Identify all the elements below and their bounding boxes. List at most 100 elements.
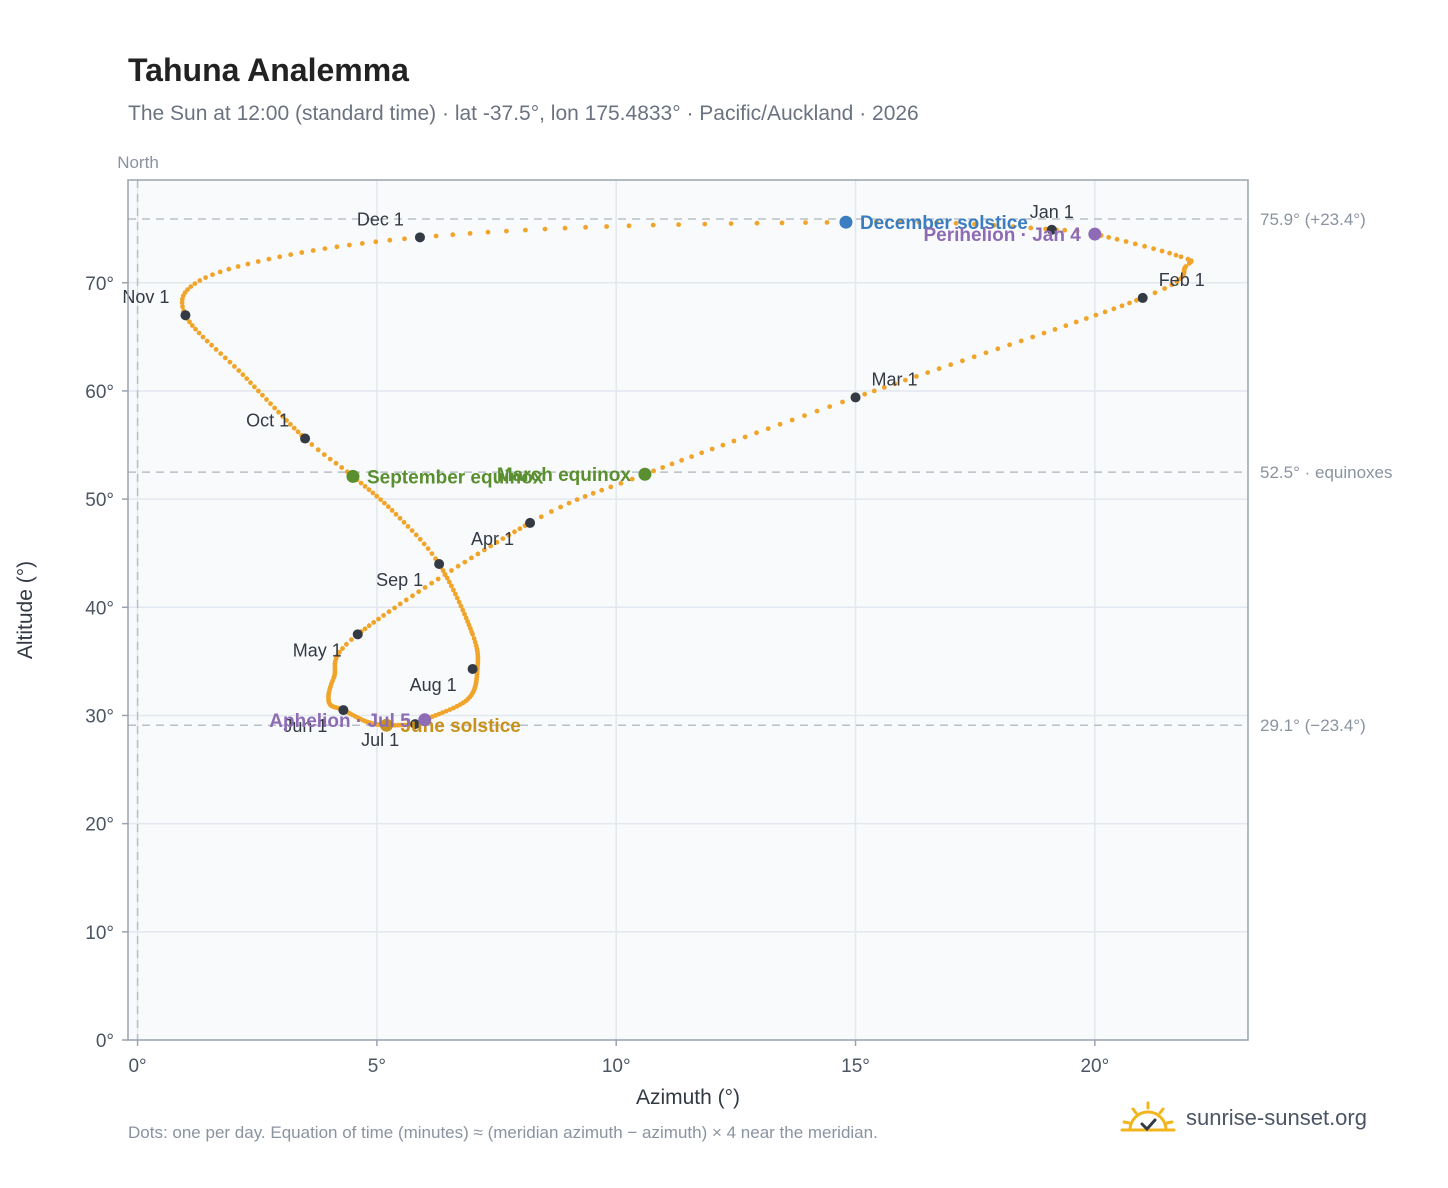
day-dot	[892, 381, 898, 387]
day-dot	[720, 442, 726, 448]
day-dot	[1178, 254, 1184, 260]
day-dot	[256, 388, 261, 394]
day-dot	[401, 519, 407, 525]
day-dot	[765, 426, 771, 431]
day-dot	[374, 493, 380, 499]
day-dot	[417, 536, 423, 542]
day-dot	[387, 237, 393, 243]
day-dot	[226, 266, 232, 272]
day-dot	[1007, 342, 1012, 348]
month-label: Sep 1	[376, 570, 423, 590]
month-label: Oct 1	[246, 411, 289, 431]
day-dot	[467, 231, 473, 236]
chart-subtitle: The Sun at 12:00 (standard time) · lat -…	[128, 102, 919, 125]
reference-lines: 75.9° (+23.4°) 52.5° · equinoxes 29.1° (−2…	[128, 210, 1393, 735]
month-marker	[352, 629, 363, 640]
day-dot	[340, 646, 345, 651]
month-label: Jun 1	[283, 716, 327, 736]
day-dot	[651, 468, 656, 474]
day-dot	[280, 413, 285, 419]
y-tick-label: 0°	[96, 1031, 114, 1052]
day-dot	[235, 264, 241, 269]
month-label: Dec 1	[357, 209, 404, 229]
day-dot	[1174, 279, 1180, 284]
day-dot	[827, 404, 833, 409]
day-dot	[227, 359, 233, 365]
day-dot	[264, 397, 269, 402]
day-dot	[871, 388, 877, 394]
month-label: Jan 1	[1030, 202, 1074, 222]
day-dot	[1127, 300, 1132, 306]
day-dot	[276, 409, 281, 415]
sun-logo-icon	[1120, 1101, 1176, 1132]
event-marker	[839, 215, 853, 229]
day-dot	[245, 261, 251, 267]
day-dot	[679, 457, 684, 463]
day-dot	[814, 408, 820, 414]
brand-name[interactable]: sunrise-sunset.org	[1186, 1105, 1367, 1130]
day-dot	[189, 323, 195, 328]
day-dot	[362, 484, 368, 489]
day-dot	[180, 304, 185, 309]
day-dot	[689, 454, 694, 459]
day-dot	[1093, 312, 1099, 318]
day-dot	[549, 509, 554, 514]
day-dot	[582, 494, 588, 499]
reference-line-label: 52.5° · equinoxes	[1260, 463, 1393, 482]
y-tick-label: 30°	[85, 706, 114, 727]
day-dot	[288, 252, 294, 257]
day-dot	[1010, 224, 1016, 230]
day-dot	[925, 370, 931, 375]
event-marker	[638, 467, 652, 481]
day-dot	[1142, 243, 1147, 249]
day-dot	[373, 239, 379, 245]
day-dot	[934, 220, 940, 226]
day-dot	[203, 275, 209, 280]
day-dot	[1114, 236, 1120, 242]
day-dot	[504, 228, 509, 234]
day-dot	[209, 342, 215, 348]
day-dot	[236, 368, 242, 373]
month-label: Jul 1	[361, 730, 399, 750]
day-dot	[310, 248, 316, 253]
day-dot	[1018, 338, 1024, 344]
day-dot	[983, 350, 989, 356]
day-dot	[386, 609, 392, 615]
day-dot	[1083, 316, 1089, 321]
day-dot	[604, 224, 609, 229]
day-dot	[702, 221, 708, 227]
day-dot	[366, 623, 372, 629]
day-dot	[433, 233, 439, 239]
day-dot	[429, 551, 435, 556]
month-marker	[434, 559, 445, 570]
day-dot	[482, 547, 487, 553]
day-dot	[409, 528, 415, 533]
day-dot	[218, 351, 224, 356]
brand[interactable]: sunrise-sunset.org	[1120, 1100, 1367, 1136]
x-tick-label: 0°	[128, 1056, 146, 1077]
day-dot	[268, 401, 273, 407]
day-dot	[462, 559, 468, 565]
day-dot	[272, 405, 277, 411]
day-dot	[197, 278, 203, 283]
day-dot	[366, 487, 372, 493]
day-dot	[440, 710, 445, 715]
day-dot	[1052, 327, 1058, 332]
event-label: December solstice	[860, 213, 1028, 234]
event-marker	[379, 718, 393, 732]
day-dot	[676, 222, 681, 228]
day-dot	[252, 384, 257, 390]
day-dot	[731, 438, 737, 444]
day-dot	[471, 636, 477, 641]
day-dot	[463, 615, 469, 621]
day-dot	[1169, 282, 1175, 288]
event-label: September equinox	[367, 467, 544, 488]
day-dot	[392, 605, 397, 611]
day-dot	[1074, 228, 1080, 234]
day-dot	[1167, 250, 1172, 256]
day-dot	[449, 568, 454, 573]
day-dot	[897, 219, 903, 225]
y-tick-label: 40°	[85, 598, 114, 619]
day-dot	[650, 222, 656, 228]
day-dot	[222, 355, 228, 361]
